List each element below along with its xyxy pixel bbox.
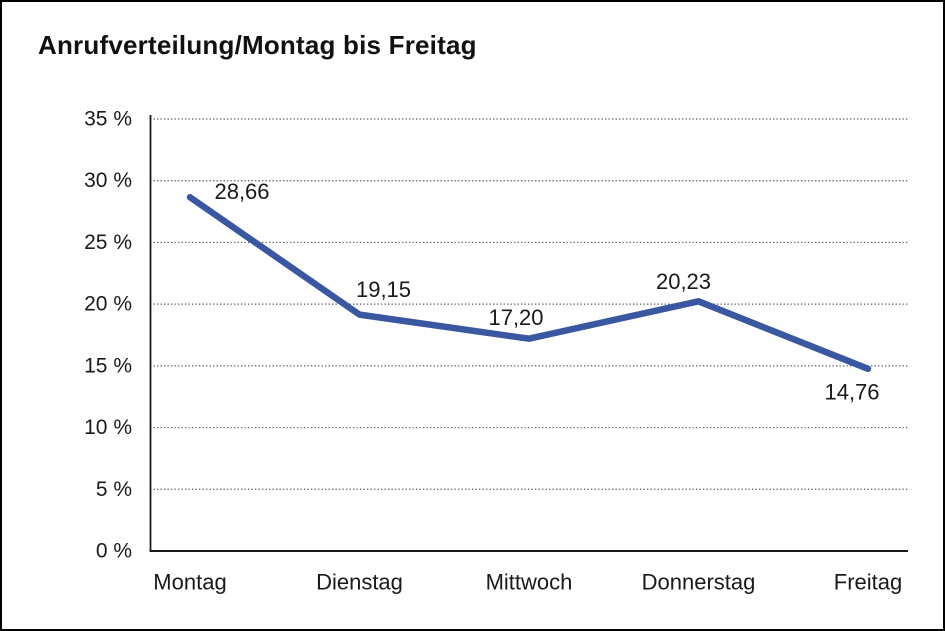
chart-title: Anrufverteilung/Montag bis Freitag [38, 30, 477, 60]
y-tick-label: 25 % [84, 231, 132, 254]
data-series-line [186, 194, 872, 373]
y-tick-label: 10 % [84, 416, 132, 439]
x-tick-label: Montag [153, 570, 226, 595]
y-tick-label: 20 % [84, 293, 132, 316]
x-tick-label: Dienstag [316, 570, 403, 595]
y-tick-label: 15 % [84, 354, 132, 377]
y-tick-label: 35 % [84, 108, 132, 131]
data-label: 28,66 [214, 179, 269, 204]
x-tick-label: Mittwoch [486, 570, 573, 595]
y-tick-label: 5 % [96, 478, 132, 501]
x-tick-label: Donnerstag [642, 570, 756, 595]
data-label: 17,20 [488, 305, 543, 330]
data-label: 20,23 [656, 269, 711, 294]
y-tick-label: 0 % [96, 540, 132, 563]
y-tick-label: 30 % [84, 169, 132, 192]
data-label: 14,76 [824, 379, 879, 404]
data-label: 19,15 [356, 277, 411, 302]
x-tick-label: Freitag [834, 570, 902, 595]
